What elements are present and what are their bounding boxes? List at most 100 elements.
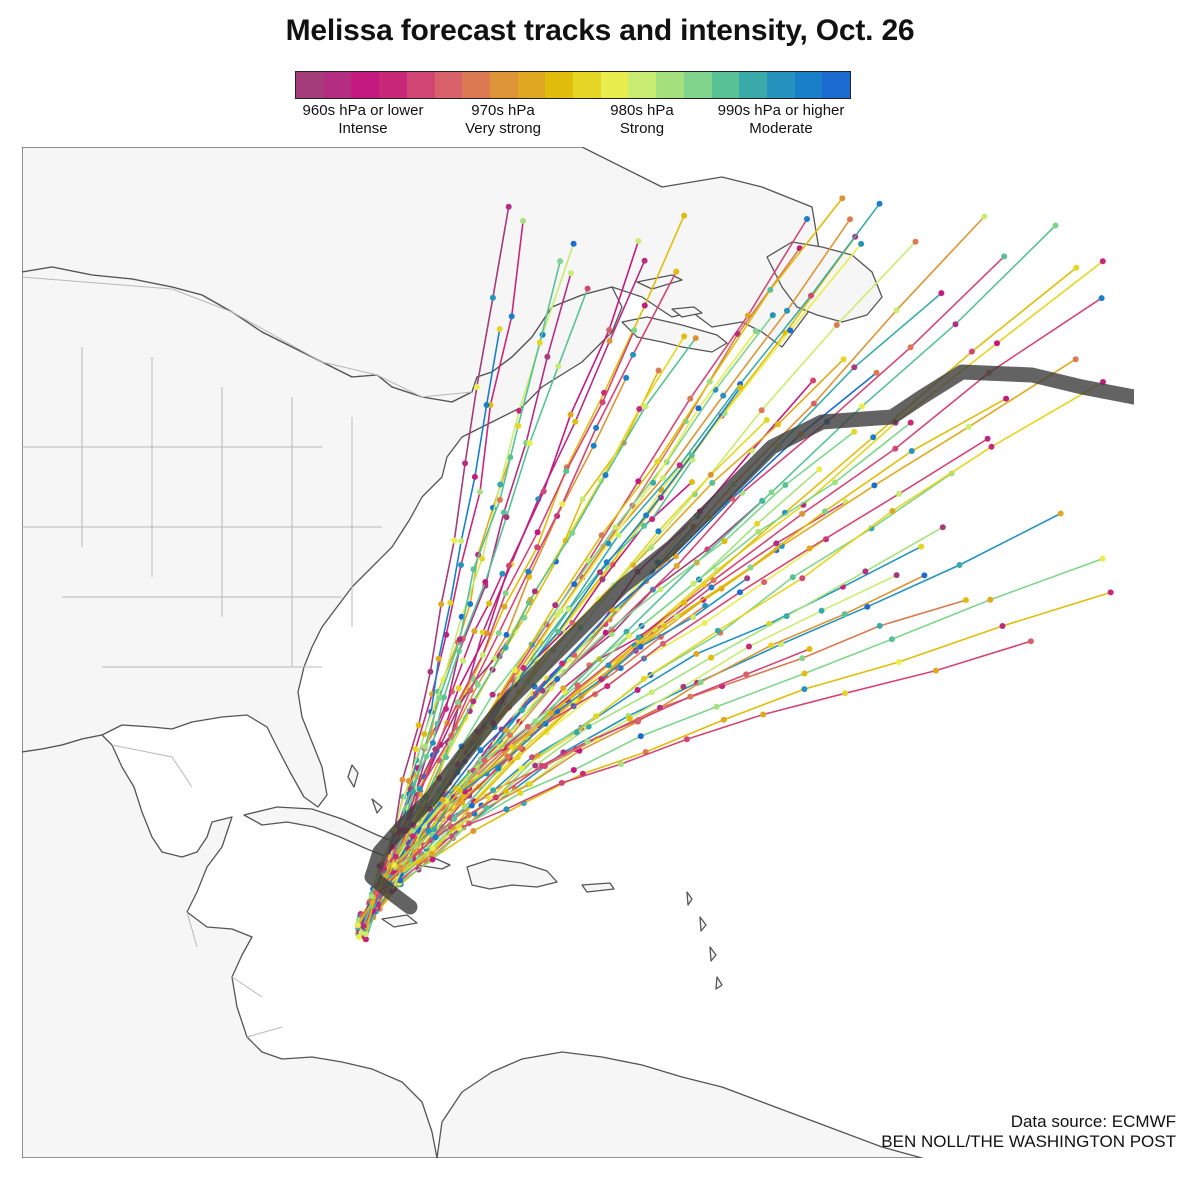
track-point (555, 628, 562, 635)
track-point (871, 482, 878, 489)
track-point (501, 603, 508, 610)
track-point (650, 479, 657, 486)
track-point (435, 655, 442, 662)
track-point (516, 407, 523, 414)
track-point (544, 353, 551, 360)
track-point (490, 787, 497, 794)
track-point (429, 739, 436, 746)
legend-swatch (517, 72, 546, 98)
track-point (447, 740, 454, 747)
track-point (525, 568, 532, 575)
track-point (859, 403, 865, 410)
track-point (558, 607, 564, 614)
track-point (415, 722, 422, 729)
legend-swatch (822, 72, 851, 98)
track-point (687, 395, 694, 402)
track-point (440, 694, 447, 701)
track-point (532, 762, 539, 769)
track-point (892, 445, 899, 452)
track-point (908, 448, 915, 454)
track-point (782, 482, 789, 488)
track-point (518, 765, 525, 772)
track-point (571, 581, 578, 588)
track-point (505, 203, 512, 210)
track-point (439, 796, 446, 803)
track-point (921, 572, 928, 579)
track-point (503, 727, 510, 734)
track-point (509, 676, 516, 683)
track-point (429, 845, 436, 852)
track-point (360, 923, 367, 930)
track-point (1003, 395, 1010, 402)
track-point (918, 543, 925, 550)
track-point (635, 634, 642, 641)
track-point (515, 422, 522, 429)
lesser-antilles-1 (686, 891, 693, 906)
legend-swatch (766, 72, 795, 98)
track-point (1107, 589, 1114, 596)
track-point (873, 369, 880, 376)
track-point (1052, 222, 1059, 229)
track-point (640, 675, 647, 682)
legend-label-very-strong-category: Very strong (465, 120, 541, 137)
track-point (789, 574, 796, 581)
track-point (559, 660, 566, 667)
track-point (479, 652, 486, 658)
track-point (708, 584, 715, 591)
track-point (574, 682, 581, 689)
legend-swatch (462, 72, 490, 98)
track-point (496, 326, 503, 332)
track-point (673, 562, 680, 569)
track-point (778, 641, 784, 648)
track-point (870, 434, 877, 441)
track-point (956, 562, 963, 568)
track-point (570, 767, 577, 773)
hispaniola (466, 858, 558, 890)
legend-label-moderate-category: Moderate (749, 120, 813, 137)
border-us-canada (22, 276, 473, 398)
track-point (593, 424, 600, 431)
track-point (482, 579, 489, 585)
track-point (1099, 258, 1106, 265)
track-point (471, 628, 478, 635)
track-point (529, 754, 536, 761)
track-point (962, 597, 969, 604)
byline: BEN NOLL/THE WASHINGTON POST (881, 1132, 1176, 1151)
track-point (617, 761, 624, 768)
track-point (566, 606, 572, 613)
track-point (598, 532, 605, 539)
track-point (543, 729, 550, 736)
legend-label-moderate-pressure: 990s hPa or higher (717, 102, 845, 119)
track-point (500, 509, 507, 516)
track-point (497, 481, 504, 488)
track-point (456, 787, 463, 794)
legend-swatch (379, 72, 407, 98)
track-point (432, 834, 439, 841)
track-point (392, 853, 399, 860)
track-point (461, 803, 468, 810)
track-point (687, 693, 694, 700)
legend-label-intense-category: Intense (338, 120, 388, 137)
track-point (507, 732, 513, 739)
track-point (567, 411, 574, 418)
track-point (657, 586, 664, 593)
track-point (462, 460, 469, 467)
track-point (952, 321, 959, 328)
track-point (508, 313, 515, 320)
track-point (888, 636, 895, 643)
track-point (484, 630, 491, 637)
track-point (397, 877, 404, 884)
chart-title: Melissa forecast tracks and intensity, O… (285, 14, 915, 47)
track-point (496, 496, 503, 503)
track-point (700, 581, 707, 588)
track-point (479, 555, 486, 562)
track-point (605, 540, 612, 547)
land-layer (22, 147, 923, 1158)
track-point (743, 671, 750, 678)
border-state-2 (22, 446, 382, 668)
legend-label-strong-pressure: 980s hPa (610, 102, 674, 119)
track-point (773, 540, 780, 547)
ensemble-mean-track (364, 364, 1134, 915)
track-point (503, 631, 510, 638)
track-point (432, 746, 439, 753)
